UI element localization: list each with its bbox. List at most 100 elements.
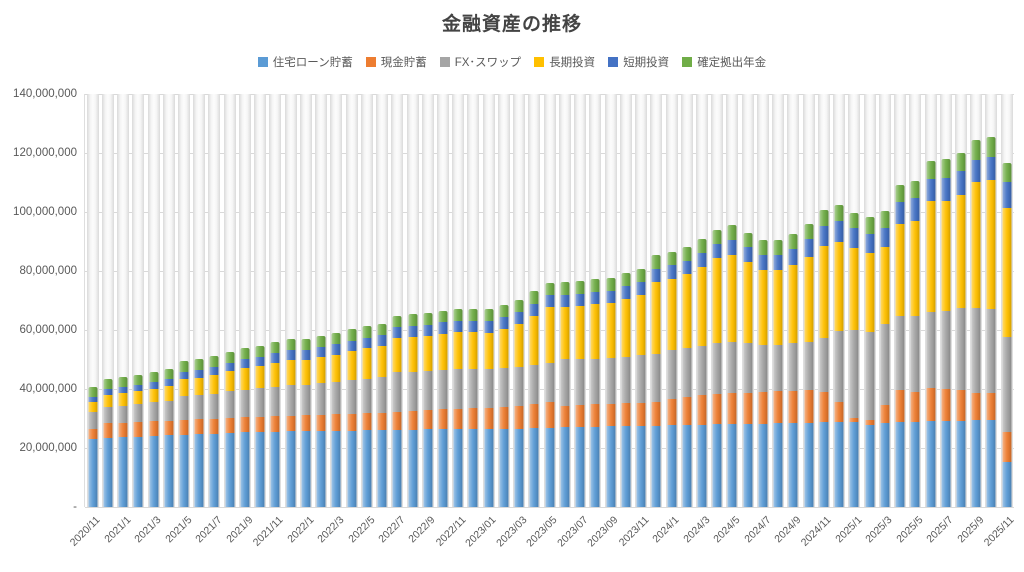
bar-segment-長期投資[interactable] [941,200,951,312]
stacked-bar-2024/10[interactable] [804,94,814,507]
stacked-bar-2023/05[interactable] [545,94,555,507]
bar-segment-住宅ローン貯蓄[interactable] [849,422,859,507]
bar-segment-現金貯蓄[interactable] [621,403,631,427]
bar-segment-現金貯蓄[interactable] [133,422,143,437]
bar-segment-確定拠出年金[interactable] [529,291,539,304]
legend-item-長期投資[interactable]: 長期投資 [534,54,595,70]
bar-segment-現金貯蓄[interactable] [849,417,859,423]
stacked-bar-2023/11[interactable] [636,94,646,507]
bar-segment-FX･スワップ[interactable] [209,393,219,419]
bar-segment-現金貯蓄[interactable] [651,402,661,426]
bar-segment-住宅ローン貯蓄[interactable] [926,421,935,507]
bar-segment-短期投資[interactable] [651,268,661,282]
legend-item-確定拠出年金[interactable]: 確定拠出年金 [682,54,766,70]
stacked-bar-2021/2[interactable] [133,94,143,507]
bar-segment-確定拠出年金[interactable] [423,312,433,325]
stacked-bar-2024/6[interactable] [743,94,753,507]
bar-segment-長期投資[interactable] [362,348,372,379]
bar-segment-長期投資[interactable] [865,253,875,332]
bar-segment-FX･スワップ[interactable] [880,324,890,405]
bar-segment-確定拠出年金[interactable] [804,223,814,239]
stacked-bar-2022/10[interactable] [438,94,448,507]
bar-segment-長期投資[interactable] [590,304,600,359]
stacked-bar-2024/12[interactable] [834,94,844,507]
bar-segment-長期投資[interactable] [819,246,829,338]
bar-segment-現金貯蓄[interactable] [392,412,402,431]
bar-segment-長期投資[interactable] [255,365,265,389]
bar-segment-現金貯蓄[interactable] [529,404,539,429]
bar-segment-長期投資[interactable] [209,375,219,394]
bar-segment-短期投資[interactable] [971,159,981,182]
bar-segment-確定拠出年金[interactable] [316,336,326,348]
bar-segment-長期投資[interactable] [910,220,920,317]
stacked-bar-2022/5[interactable] [362,94,372,507]
bar-segment-現金貯蓄[interactable] [347,413,357,431]
bar-segment-現金貯蓄[interactable] [423,410,433,430]
stacked-bar-2024/1[interactable] [667,94,677,507]
bar-segment-住宅ローン貯蓄[interactable] [727,424,737,507]
stacked-bar-2025/8[interactable] [956,94,966,507]
bar-segment-現金貯蓄[interactable] [773,391,783,424]
bar-segment-現金貯蓄[interactable] [606,403,616,427]
bar-segment-確定拠出年金[interactable] [743,232,753,248]
bar-segment-短期投資[interactable] [621,286,631,300]
stacked-bar-2021/4[interactable] [164,94,174,507]
bar-segment-確定拠出年金[interactable] [834,204,844,222]
bar-segment-確定拠出年金[interactable] [194,358,204,370]
bar-segment-確定拠出年金[interactable] [545,282,555,295]
bar-segment-確定拠出年金[interactable] [149,371,159,382]
bar-segment-現金貯蓄[interactable] [209,418,219,434]
stacked-bar-2023/08[interactable] [590,94,600,507]
bar-segment-確定拠出年金[interactable] [438,310,448,323]
bar-segment-長期投資[interactable] [270,362,280,387]
bar-segment-長期投資[interactable] [103,394,113,408]
bar-segment-長期投資[interactable] [316,357,326,384]
stacked-bar-2023/10[interactable] [621,94,631,507]
bar-segment-確定拠出年金[interactable] [118,377,128,388]
bar-segment-FX･スワップ[interactable] [834,331,844,402]
bar-segment-FX･スワップ[interactable] [926,311,935,389]
bar-segment-長期投資[interactable] [880,247,890,325]
bar-segment-現金貯蓄[interactable] [986,393,996,420]
bar-segment-現金貯蓄[interactable] [880,404,890,423]
bar-segment-短期投資[interactable] [468,320,478,333]
bar-segment-FX･スワップ[interactable] [438,370,448,410]
bar-segment-FX･スワップ[interactable] [727,341,737,394]
stacked-bar-2025/4[interactable] [895,94,905,507]
bar-segment-短期投資[interactable] [438,322,448,334]
bar-segment-現金貯蓄[interactable] [865,420,875,425]
bar-segment-現金貯蓄[interactable] [956,389,966,421]
stacked-bar-2024/7[interactable] [758,94,768,507]
bar-segment-住宅ローン貯蓄[interactable] [956,420,966,507]
bar-segment-確定拠出年金[interactable] [88,387,98,398]
bar-segment-現金貯蓄[interactable] [636,402,646,426]
bar-segment-長期投資[interactable] [849,248,859,331]
stacked-bar-2023/01[interactable] [484,94,494,507]
legend-item-短期投資[interactable]: 短期投資 [608,54,669,70]
bar-segment-現金貯蓄[interactable] [331,414,341,431]
bar-segment-長期投資[interactable] [392,338,402,372]
bar-segment-住宅ローン貯蓄[interactable] [1002,461,1012,507]
bar-segment-確定拠出年金[interactable] [697,239,707,254]
bar-segment-現金貯蓄[interactable] [255,416,265,433]
stacked-bar-2023/09[interactable] [606,94,616,507]
bar-segment-FX･スワップ[interactable] [377,377,387,413]
bar-segment-住宅ローン貯蓄[interactable] [636,425,646,507]
bar-segment-FX･スワップ[interactable] [560,358,570,406]
stacked-bar-2021/10[interactable] [255,94,265,507]
bar-segment-FX･スワップ[interactable] [255,388,265,417]
bar-segment-短期投資[interactable] [926,178,935,202]
bar-segment-確定拠出年金[interactable] [788,233,798,249]
bar-segment-長期投資[interactable] [560,306,570,359]
bar-segment-住宅ローン貯蓄[interactable] [773,423,783,507]
bar-segment-現金貯蓄[interactable] [804,390,814,423]
bar-segment-FX･スワップ[interactable] [986,308,996,394]
bar-segment-FX･スワップ[interactable] [1002,336,1012,432]
bar-segment-短期投資[interactable] [895,202,905,224]
bar-segment-長期投資[interactable] [133,391,143,405]
bar-segment-住宅ローン貯蓄[interactable] [590,426,600,507]
bar-segment-短期投資[interactable] [88,397,98,403]
bar-segment-住宅ローン貯蓄[interactable] [392,430,402,507]
bar-segment-長期投資[interactable] [773,270,783,345]
legend-item-FX･スワップ[interactable]: FX･スワップ [439,54,521,70]
